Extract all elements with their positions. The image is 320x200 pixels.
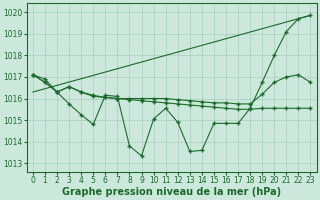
X-axis label: Graphe pression niveau de la mer (hPa): Graphe pression niveau de la mer (hPa) — [62, 187, 281, 197]
